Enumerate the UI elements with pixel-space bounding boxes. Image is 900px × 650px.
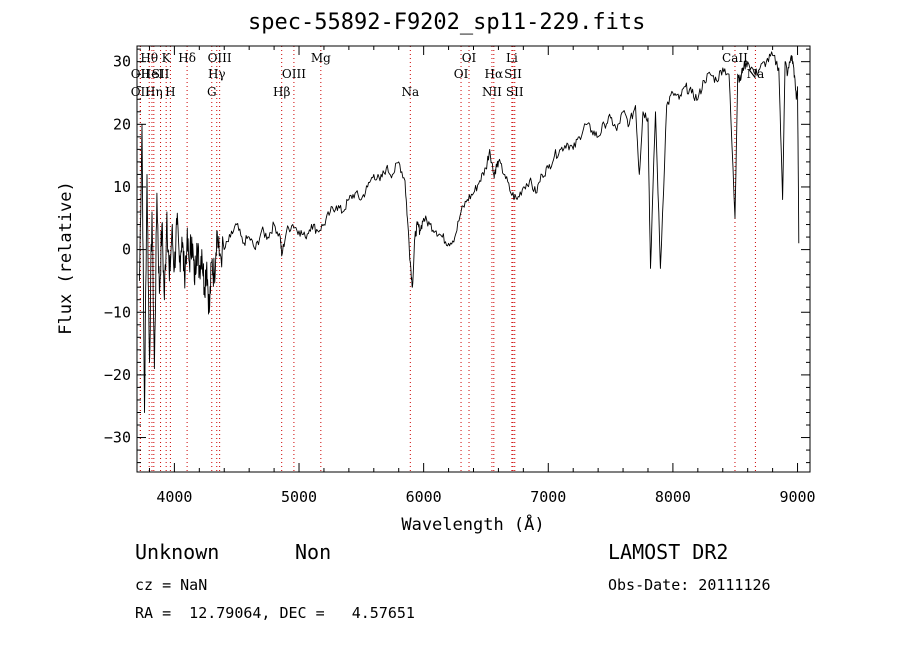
y-tick-label: −10 bbox=[104, 303, 131, 321]
x-tick-label: 8000 bbox=[655, 488, 691, 506]
line-label: K bbox=[162, 51, 172, 65]
line-label: Hη bbox=[145, 85, 163, 99]
line-markers bbox=[139, 46, 756, 472]
y-tick-label: 30 bbox=[113, 53, 131, 71]
y-tick-label: 10 bbox=[113, 178, 131, 196]
spectral-line-labels: OII OII Hθ HeI Hη SII K H Hδ G Hγ OIII Hβ OIII Mg Na OI O… bbox=[131, 51, 765, 99]
line-label: Na bbox=[401, 85, 419, 99]
y-tick-label: 20 bbox=[113, 115, 131, 133]
line-label: Hδ bbox=[178, 51, 196, 65]
line-label: SII bbox=[504, 67, 522, 81]
survey-name: LAMOST DR2 bbox=[608, 540, 729, 564]
line-label: OII bbox=[131, 67, 151, 81]
line-label: HeI bbox=[141, 67, 164, 81]
x-tick-label: 9000 bbox=[779, 488, 815, 506]
coordinates: RA = 12.79064, DEC = 4.57651 bbox=[135, 604, 415, 622]
y-tick-label: 0 bbox=[122, 241, 131, 259]
plot-frame bbox=[136, 45, 811, 473]
line-label: OIII bbox=[282, 67, 306, 81]
line-label: SII bbox=[506, 85, 524, 99]
y-tick-label: −30 bbox=[104, 429, 131, 447]
line-label: Hα bbox=[485, 67, 504, 81]
line-label: Hγ bbox=[208, 67, 226, 81]
chart-title: spec-55892-F9202_sp11-229.fits bbox=[248, 10, 646, 35]
line-label: H bbox=[165, 85, 175, 99]
line-label: G bbox=[207, 85, 217, 99]
line-label: Mg bbox=[311, 51, 331, 65]
line-label: SII bbox=[152, 67, 170, 81]
line-label: Li bbox=[506, 51, 518, 65]
line-label: Na bbox=[747, 67, 765, 81]
axes: 4000 5000 6000 7000 8000 9000 −30 −20 −10 0 10 20 30 bbox=[104, 46, 816, 506]
spectrum-series bbox=[139, 51, 800, 413]
observation-date: Obs-Date: 20111126 bbox=[608, 576, 771, 594]
line-label: CaII bbox=[722, 51, 748, 65]
line-label: OI bbox=[462, 51, 477, 65]
line-label: Hθ bbox=[140, 51, 158, 65]
x-tick-label: 4000 bbox=[156, 488, 192, 506]
x-tick-label: 7000 bbox=[530, 488, 566, 506]
y-axis-label: Flux (relative) bbox=[56, 181, 76, 335]
y-tick-label: −20 bbox=[104, 366, 131, 384]
spectral-class: Unknown bbox=[135, 540, 220, 564]
x-axis-label: Wavelength (Å) bbox=[401, 513, 544, 535]
redshift-value: cz = NaN bbox=[135, 576, 208, 594]
line-label: NII bbox=[482, 85, 502, 99]
line-label: OI bbox=[454, 67, 469, 81]
line-label: OII bbox=[131, 85, 151, 99]
x-tick-label: 6000 bbox=[406, 488, 442, 506]
spectrum-line bbox=[139, 51, 800, 413]
line-label: OIII bbox=[208, 51, 232, 65]
x-tick-label: 5000 bbox=[281, 488, 317, 506]
line-label: Hβ bbox=[273, 85, 290, 99]
spectral-subclass: Non bbox=[295, 540, 332, 564]
